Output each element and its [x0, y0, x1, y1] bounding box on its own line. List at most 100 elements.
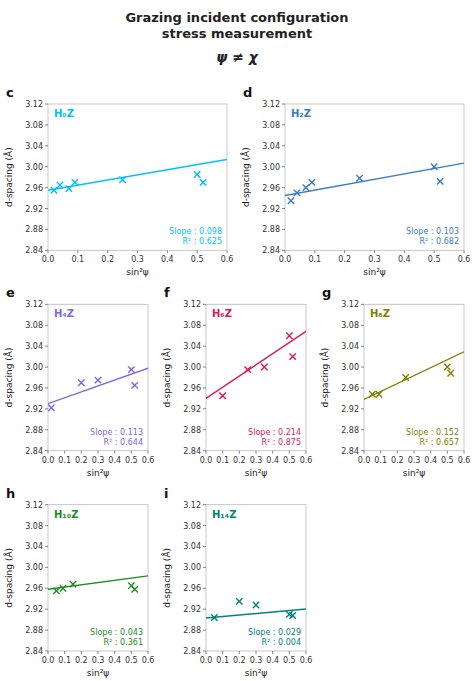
plot-frame	[364, 304, 464, 450]
plot-area	[48, 160, 227, 194]
plot-area	[364, 352, 464, 400]
x-tick	[256, 451, 257, 454]
x-tick-label: 0.1	[58, 656, 71, 665]
figure-formula: ψ ≠ χ	[216, 49, 259, 65]
x-tick	[98, 451, 99, 454]
y-tick-label: 3.08	[262, 121, 280, 130]
x-tick-label: 0.5	[191, 255, 204, 264]
y-tick-label: 2.88	[183, 426, 201, 435]
x-tick-label: 0.4	[266, 656, 279, 665]
x-tick	[430, 451, 431, 454]
x-tick-label: 0.1	[71, 255, 84, 264]
x-tick-label: 0.2	[233, 456, 246, 465]
data-point	[200, 179, 206, 185]
y-tick	[45, 588, 48, 589]
y-tick-label: 3.00	[341, 363, 359, 372]
data-point	[48, 405, 54, 411]
x-tick	[414, 451, 415, 454]
y-tick-label: 2.84	[183, 647, 201, 656]
y-tick	[45, 304, 48, 305]
x-tick	[464, 451, 465, 454]
y-tick	[45, 429, 48, 430]
x-tick-label: 0.5	[125, 656, 138, 665]
x-tick-label: 0.3	[250, 656, 263, 665]
x-tick-label: 0.6	[142, 456, 155, 465]
x-axis-label: sin²ψ	[126, 267, 149, 277]
x-axis-label: sin²ψ	[87, 468, 110, 478]
y-tick-label: 2.96	[25, 584, 43, 593]
plot-frame	[48, 304, 148, 450]
y-tick-label: 2.84	[183, 447, 201, 456]
y-tick-label: 3.12	[183, 300, 201, 309]
x-tick-label: 0.6	[458, 255, 471, 264]
panel: 2.842.882.922.963.003.043.083.120.00.10.…	[3, 285, 154, 477]
x-tick	[380, 451, 381, 454]
x-tick	[434, 250, 435, 253]
x-tick-label: 0.4	[161, 255, 174, 264]
y-tick-label: 2.92	[183, 605, 201, 614]
y-tick	[45, 346, 48, 347]
x-tick-label: 0.3	[408, 456, 421, 465]
stats-annotation: R² : 0.361	[104, 638, 143, 647]
data-point	[437, 178, 443, 184]
y-axis-label: d-spacing (Å)	[161, 348, 172, 408]
y-axis-label: d-spacing (Å)	[161, 548, 172, 608]
y-tick	[45, 609, 48, 610]
y-tick-label: 2.96	[183, 384, 201, 393]
y-tick	[203, 630, 206, 631]
x-tick	[344, 250, 345, 253]
plot-frame	[48, 505, 148, 651]
y-tick	[203, 429, 206, 430]
x-tick	[397, 451, 398, 454]
data-point	[236, 598, 242, 604]
y-tick-label: 3.12	[341, 300, 359, 309]
data-point	[289, 353, 295, 359]
fit-line	[206, 609, 306, 618]
panel-letter: g	[322, 285, 331, 300]
fit-line	[48, 576, 148, 589]
x-tick-label: 0.5	[283, 456, 296, 465]
y-tick	[45, 208, 48, 209]
y-tick	[203, 567, 206, 568]
x-axis-label: sin²ψ	[363, 267, 386, 277]
panel: 2.842.882.922.963.003.043.083.120.00.10.…	[161, 486, 312, 678]
plot-area	[48, 366, 148, 411]
x-tick-label: 0.3	[368, 255, 381, 264]
stats-annotation: Slope : 0.113	[90, 428, 143, 437]
y-tick-label: 2.88	[25, 225, 43, 234]
x-tick	[137, 250, 138, 253]
y-tick-label: 3.04	[183, 342, 201, 351]
y-tick-label: 3.04	[25, 342, 43, 351]
x-tick-label: 0.1	[58, 456, 71, 465]
x-tick	[131, 451, 132, 454]
stats-annotation: R² : 0.657	[420, 438, 459, 447]
panel: 2.842.882.922.963.003.043.083.120.00.10.…	[3, 486, 154, 678]
y-tick-label: 3.08	[25, 321, 43, 330]
y-tick	[203, 588, 206, 589]
y-tick	[282, 229, 285, 230]
x-tick-label: 0.6	[221, 255, 234, 264]
plot-area	[285, 163, 464, 204]
y-tick-label: 3.08	[341, 321, 359, 330]
data-point	[95, 377, 101, 383]
data-point	[286, 332, 292, 338]
y-tick	[45, 325, 48, 326]
x-tick	[289, 451, 290, 454]
panel: 2.842.882.922.963.003.043.083.120.00.10.…	[240, 85, 470, 277]
stats-annotation: R² : 0.004	[262, 638, 301, 647]
y-axis-label: d-spacing (Å)	[240, 147, 251, 207]
y-tick	[45, 145, 48, 146]
x-tick-label: 0.2	[338, 255, 351, 264]
data-point	[303, 184, 309, 190]
x-tick	[314, 250, 315, 253]
x-tick-label: 0.4	[424, 456, 437, 465]
y-tick-label: 3.12	[183, 501, 201, 510]
fit-line	[364, 352, 464, 400]
data-point	[219, 393, 225, 399]
x-tick	[404, 250, 405, 253]
panel-title: H₁₄Z	[212, 509, 236, 520]
y-tick	[45, 367, 48, 368]
x-tick-label: 0.1	[216, 456, 229, 465]
panel-letter: f	[164, 285, 170, 300]
data-point	[253, 602, 259, 608]
